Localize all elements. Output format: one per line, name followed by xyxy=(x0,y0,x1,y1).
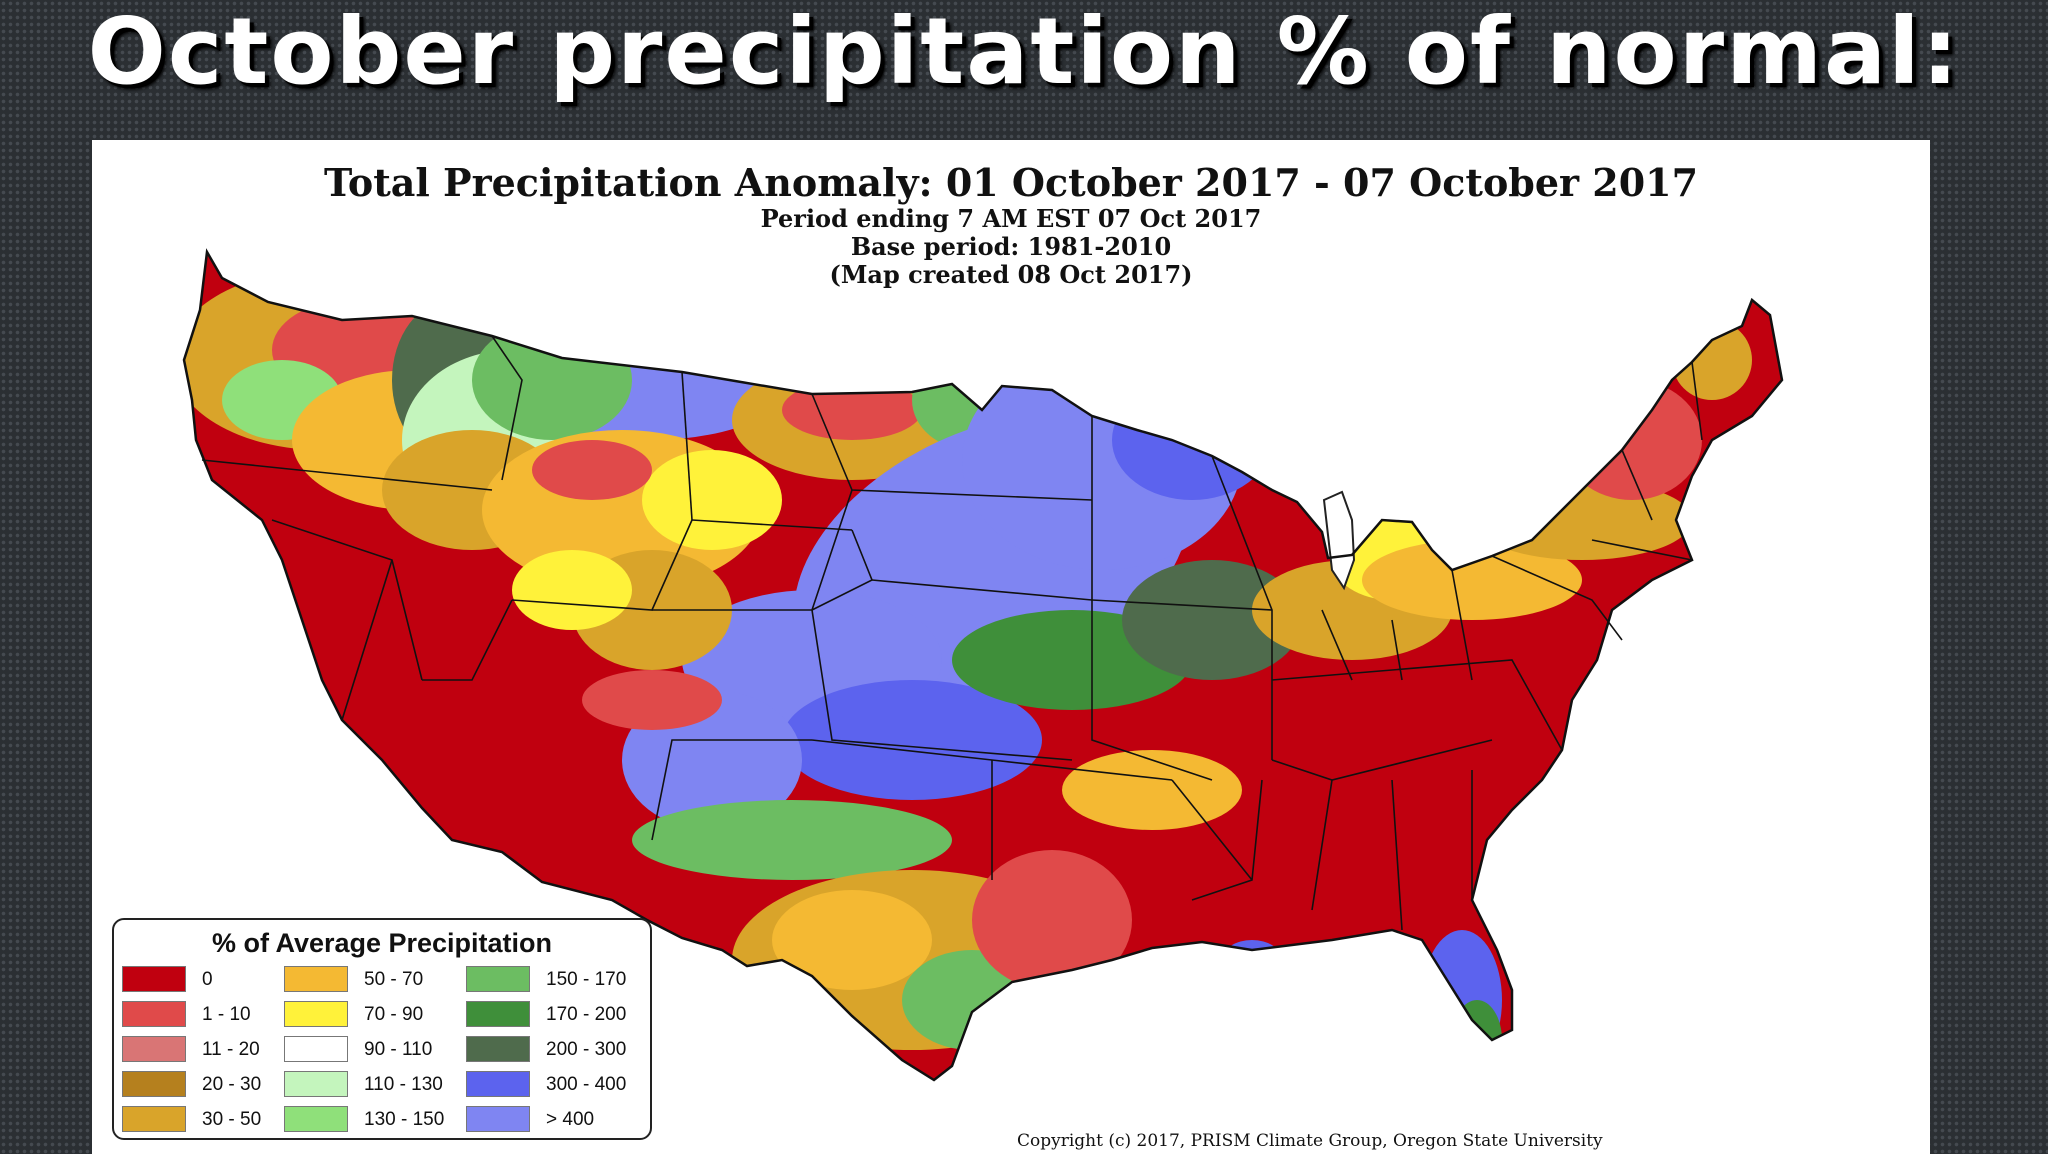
legend-swatch xyxy=(466,1106,530,1132)
legend-swatch xyxy=(122,1106,186,1132)
legend-swatch xyxy=(284,966,348,992)
legend-swatch xyxy=(284,1036,348,1062)
map-base-period: Base period: 1981-2010 xyxy=(850,232,1172,261)
legend-swatch xyxy=(284,1001,348,1027)
legend-swatch xyxy=(284,1106,348,1132)
legend-swatch xyxy=(284,1071,348,1097)
map-legend: % of Average Precipitation 0 1 - 10 11 - 2… xyxy=(112,918,652,1140)
legend-label: 70 - 90 xyxy=(364,1004,424,1025)
legend-label: > 400 xyxy=(546,1109,595,1130)
legend-label: 300 - 400 xyxy=(546,1074,627,1095)
legend-swatch xyxy=(122,966,186,992)
legend-label: 20 - 30 xyxy=(202,1074,262,1095)
legend-label: 50 - 70 xyxy=(364,969,424,990)
us-precipitation-map xyxy=(182,248,1784,1082)
legend-swatch xyxy=(122,1036,186,1062)
slide-title: October precipitation % of normal: xyxy=(87,0,1961,105)
legend-label: 110 - 130 xyxy=(364,1074,443,1095)
precipitation-map-panel: Total Precipitation Anomaly: 01 October … xyxy=(92,140,1930,1154)
legend-title: % of Average Precipitation xyxy=(211,928,553,958)
map-title: Total Precipitation Anomaly: 01 October … xyxy=(323,160,1699,205)
map-period: Period ending 7 AM EST 07 Oct 2017 xyxy=(760,204,1262,233)
legend-swatch xyxy=(466,1001,530,1027)
legend-label: 200 - 300 xyxy=(546,1039,627,1060)
legend-swatch xyxy=(122,1071,186,1097)
legend-swatch xyxy=(122,1001,186,1027)
legend-label: 130 - 150 xyxy=(364,1109,445,1130)
copyright-notice: Copyright (c) 2017, PRISM Climate Group,… xyxy=(1017,1131,1603,1151)
legend-label: 90 - 110 xyxy=(364,1039,433,1060)
legend-swatch xyxy=(466,966,530,992)
legend-swatch xyxy=(466,1071,530,1097)
legend-swatch xyxy=(466,1036,530,1062)
legend-label: 170 - 200 xyxy=(546,1004,627,1025)
legend-label: 0 xyxy=(202,969,213,990)
legend-label: 11 - 20 xyxy=(202,1039,260,1060)
legend-label: 30 - 50 xyxy=(202,1109,262,1130)
legend-label: 150 - 170 xyxy=(546,969,627,990)
map-created-date: (Map created 08 Oct 2017) xyxy=(829,260,1193,289)
legend-label: 1 - 10 xyxy=(202,1004,251,1025)
